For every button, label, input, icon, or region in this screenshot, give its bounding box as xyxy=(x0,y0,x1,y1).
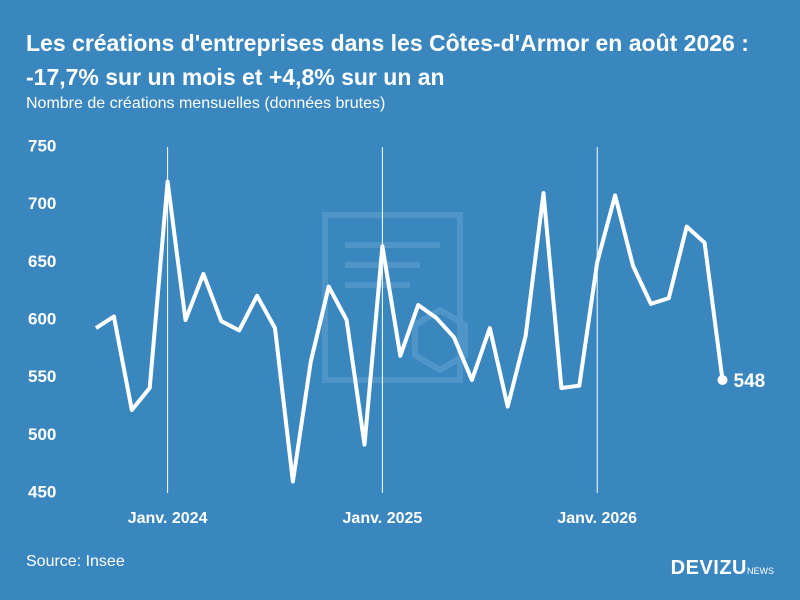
y-tick-label: 600 xyxy=(28,309,56,328)
value-label: 548 xyxy=(734,371,766,392)
x-tick-label: Janv. 2025 xyxy=(343,510,423,527)
x-tick-label: Janv. 2026 xyxy=(557,510,637,527)
y-tick-label: 650 xyxy=(28,252,56,271)
chart-subtitle: Nombre de créations mensuelles (données … xyxy=(26,95,386,112)
brand-name: DEVIZU xyxy=(670,557,747,579)
source: Source: Insee xyxy=(26,553,125,570)
brand-suffix: NEWS xyxy=(747,566,774,576)
y-tick-label: 500 xyxy=(28,425,56,444)
chart-title: Les créations d'entreprises dans les Côt… xyxy=(26,30,749,90)
y-tick-label: 700 xyxy=(28,194,56,213)
brand-logo: DEVIZUNEWS xyxy=(671,557,774,580)
data-line xyxy=(94,179,725,484)
y-tick-label: 750 xyxy=(28,136,56,155)
last-point xyxy=(717,374,728,385)
x-tick-label: Janv. 2024 xyxy=(128,510,208,527)
y-tick-label: 550 xyxy=(28,367,56,386)
y-tick-label: 450 xyxy=(28,482,56,501)
watermark xyxy=(322,212,468,383)
